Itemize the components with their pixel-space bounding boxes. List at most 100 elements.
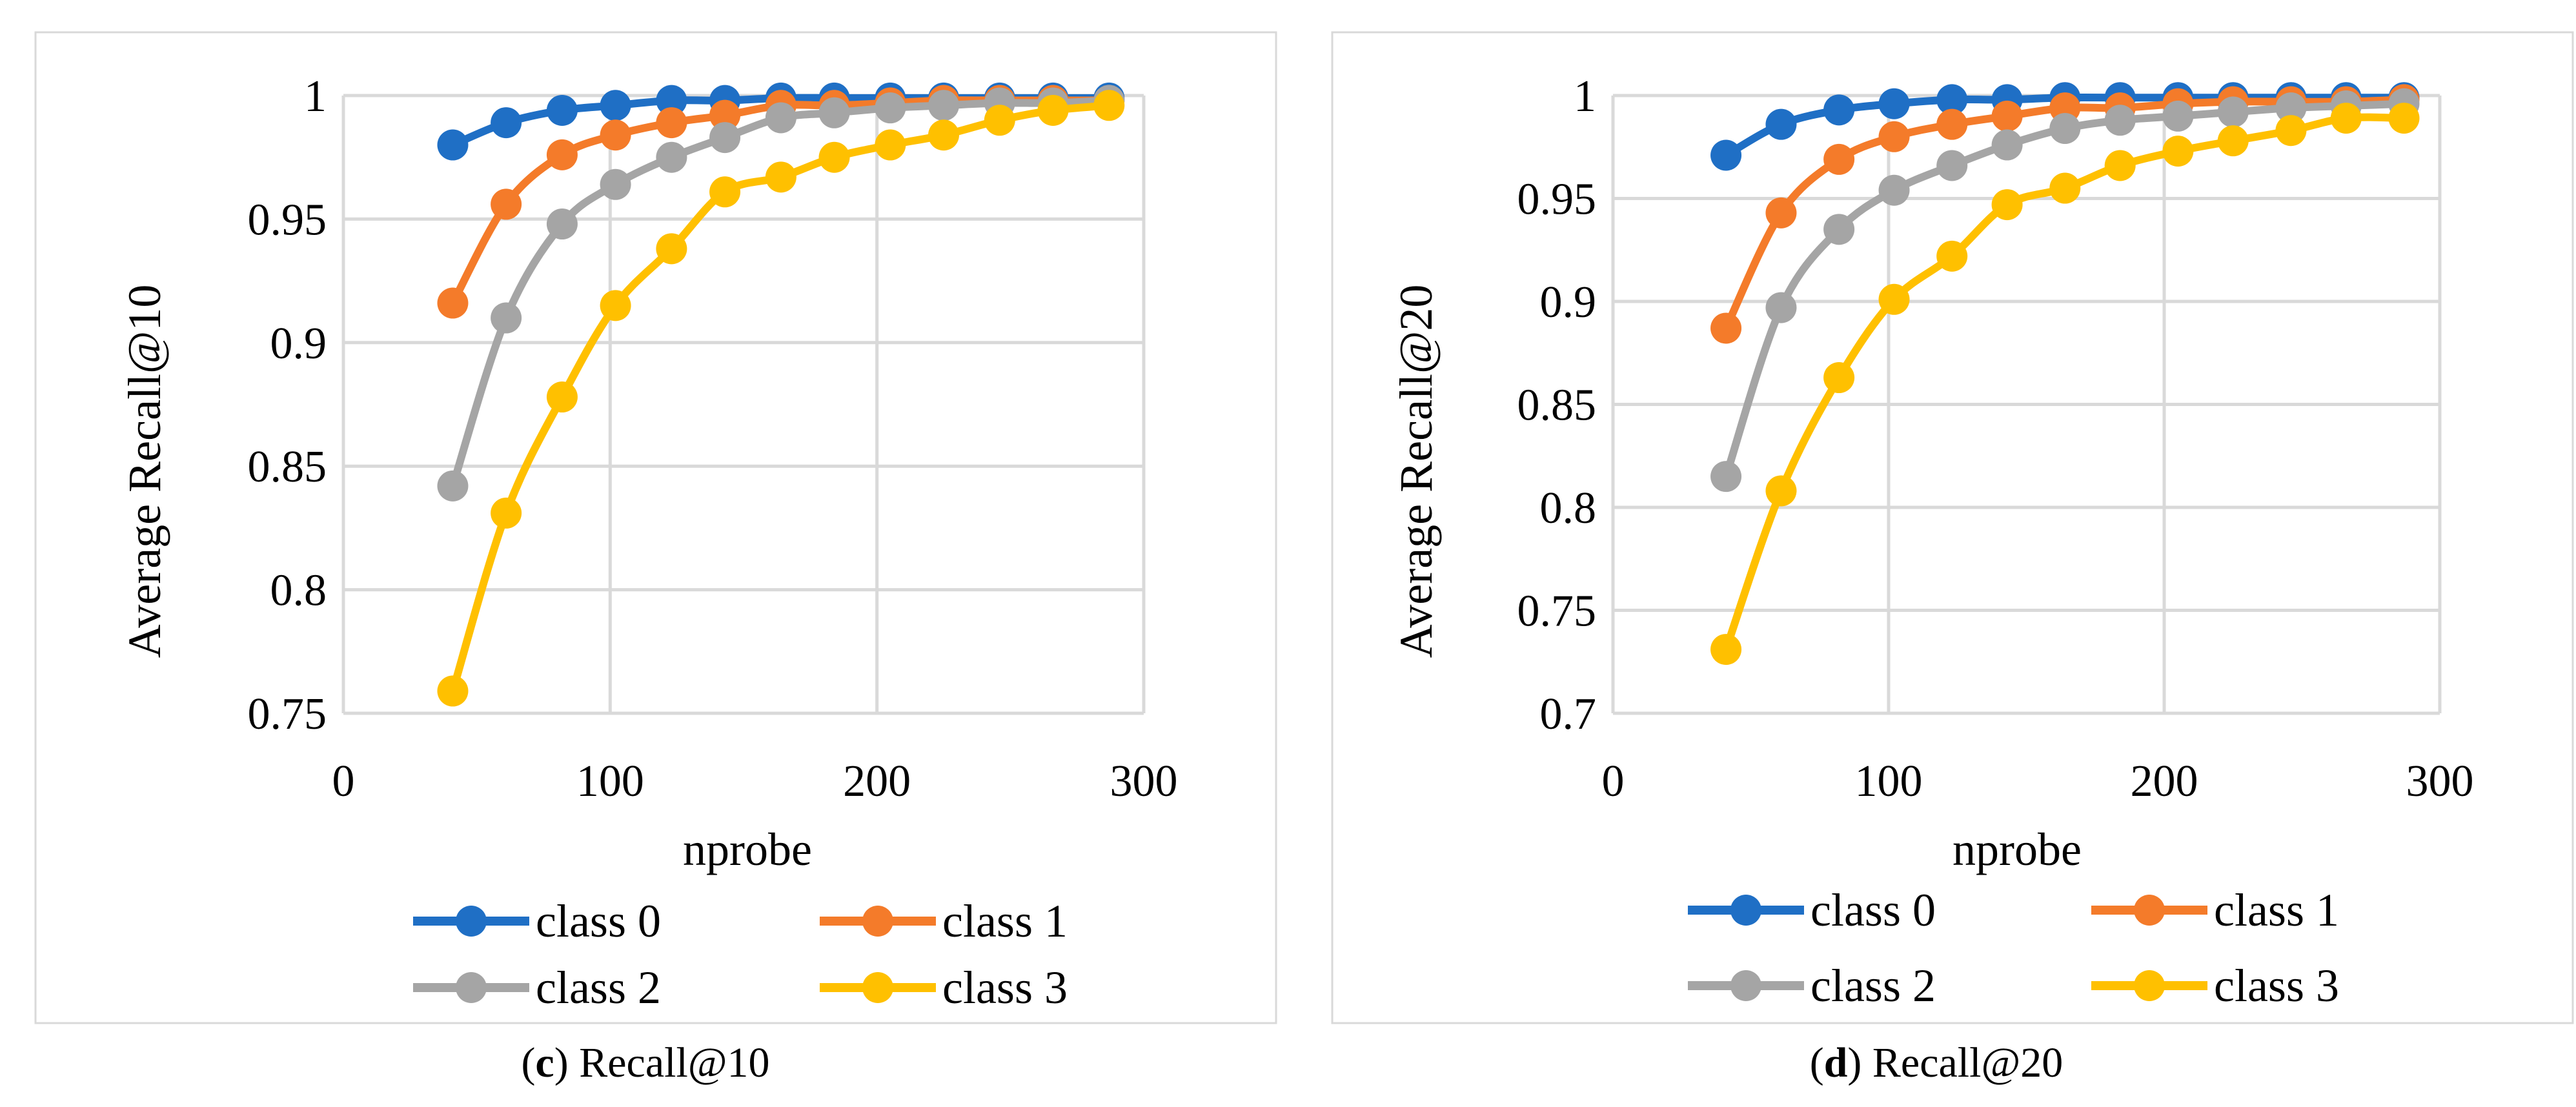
legend-label-d: class 3	[2214, 960, 2339, 1011]
x-axis-title-d: nprobe	[1952, 824, 2082, 875]
data-point-class-2-d	[2275, 92, 2307, 124]
data-point-class-0-d	[1765, 108, 1797, 140]
data-point-class-2-c	[928, 90, 959, 121]
y-tick-label-c: 0.8	[270, 566, 327, 616]
data-point-class-3-d	[2049, 172, 2081, 204]
x-tick-labels-c: 0 100 200 300	[332, 757, 1178, 806]
data-point-class-0-d	[1823, 94, 1855, 126]
legend-marker-c	[862, 972, 893, 1003]
data-point-class-2-c	[875, 92, 906, 124]
series-class-3-d	[1710, 103, 2420, 665]
data-point-class-3-d	[2104, 150, 2136, 181]
data-point-class-1-c	[600, 119, 631, 151]
series-layer-d	[1710, 82, 2420, 665]
y-tick-label-d: 0.95	[1517, 175, 1597, 225]
legend-item-class-2-d: class 2	[1688, 960, 1936, 1011]
data-point-class-1-d	[1991, 100, 2023, 132]
data-point-class-0-c	[600, 90, 631, 121]
y-tick-label-c: 0.95	[248, 195, 327, 245]
data-point-class-2-d	[1878, 174, 1910, 206]
legend-item-class-0-d: class 0	[1688, 884, 1936, 936]
legend-item-class-1-c: class 1	[820, 895, 1068, 947]
caption-text-c: Recall@10	[579, 1039, 769, 1086]
y-tick-label-d: 0.7	[1540, 689, 1597, 739]
y-tick-label-c: 0.9	[270, 319, 327, 369]
x-tick-label-c: 0	[332, 757, 355, 806]
legend-label-c: class 3	[942, 962, 1068, 1013]
x-tick-label-d: 100	[1855, 757, 1923, 806]
legend-item-class-0-c: class 0	[413, 895, 661, 947]
data-point-class-3-d	[1823, 362, 1855, 394]
data-point-class-1-c	[709, 99, 741, 131]
data-point-class-3-d	[1878, 283, 1910, 315]
data-point-class-3-c	[765, 161, 796, 193]
y-tick-label-d: 0.85	[1517, 381, 1597, 431]
y-tick-label-d: 0.8	[1540, 483, 1597, 533]
data-point-class-3-c	[1093, 90, 1125, 121]
data-point-class-0-d	[1710, 139, 1742, 171]
data-point-class-0-c	[656, 85, 687, 116]
data-point-class-0-d	[1936, 84, 1968, 116]
data-point-class-3-d	[1710, 634, 1742, 665]
data-point-class-2-c	[491, 302, 522, 334]
data-point-class-0-c	[546, 94, 578, 126]
series-class-3-c	[437, 90, 1125, 707]
legend-label-d: class 2	[1810, 960, 1936, 1011]
data-point-class-2-d	[1765, 292, 1797, 323]
data-point-class-2-d	[1710, 461, 1742, 493]
caption-d: (d) Recall@20	[1810, 1039, 2064, 1086]
legend-item-class-1-d: class 1	[2091, 884, 2339, 936]
data-point-class-1-d	[1710, 312, 1742, 344]
data-point-class-1-c	[656, 107, 687, 139]
series-class-2-d	[1710, 88, 2420, 493]
y-tick-label-d: 1	[1574, 72, 1596, 121]
data-point-class-3-c	[437, 675, 469, 707]
caption-text-d: Recall@20	[1872, 1039, 2063, 1086]
data-point-class-1-c	[437, 287, 469, 319]
x-tick-labels-d: 0 100 200 300	[1602, 757, 2474, 806]
data-point-class-2-c	[546, 208, 578, 240]
y-axis-title-c: Average Recall@10	[119, 285, 170, 658]
y-tick-label-c: 1	[304, 72, 327, 121]
data-point-class-1-d	[1936, 108, 1968, 140]
data-point-class-3-d	[1991, 189, 2023, 221]
data-point-class-2-c	[656, 141, 687, 173]
data-point-class-3-c	[600, 290, 631, 321]
data-point-class-3-c	[546, 381, 578, 413]
legend-d: class 0 class 1 class 2 class 3	[1688, 884, 2339, 1011]
data-point-class-2-d	[2104, 105, 2136, 136]
data-point-class-2-d	[1936, 150, 1968, 181]
legend-c: class 0 class 1 class 2 class 3	[413, 895, 1068, 1013]
caption-letter-c: c	[535, 1039, 554, 1086]
legend-marker-d	[2134, 895, 2165, 926]
data-point-class-2-d	[2217, 96, 2249, 128]
legend-label-c: class 1	[942, 895, 1068, 947]
y-tick-labels-c: 0.75 0.8 0.85 0.9 0.95 1	[248, 72, 327, 739]
data-point-class-2-c	[437, 470, 469, 502]
data-point-class-3-d	[2162, 136, 2194, 167]
data-point-class-3-c	[491, 497, 522, 529]
legend-item-class-2-c: class 2	[413, 962, 661, 1013]
data-point-class-1-d	[1765, 197, 1797, 229]
legend-label-c: class 0	[536, 895, 661, 947]
data-point-class-3-c	[656, 233, 687, 265]
data-point-class-1-d	[1878, 121, 1910, 152]
data-point-class-3-c	[709, 176, 741, 208]
y-tick-labels-d: 0.7 0.75 0.8 0.85 0.9 0.95 1	[1517, 72, 1597, 739]
data-point-class-3-d	[1936, 240, 1968, 272]
x-axis-title-c: nprobe	[683, 824, 812, 875]
y-tick-label-c: 0.85	[248, 442, 327, 492]
data-point-class-3-d	[2275, 115, 2307, 147]
legend-marker-c	[456, 906, 487, 937]
data-point-class-0-c	[491, 107, 522, 139]
caption-c: (c) Recall@10	[521, 1039, 769, 1086]
data-point-class-1-c	[546, 139, 578, 170]
x-tick-label-c: 100	[576, 757, 644, 806]
legend-marker-d	[2134, 970, 2165, 1001]
data-point-class-1-d	[1823, 143, 1855, 175]
legend-label-d: class 1	[2214, 884, 2339, 936]
caption-letter-d: d	[1824, 1039, 1848, 1086]
legend-label-c: class 2	[536, 962, 661, 1013]
data-point-class-3-d	[2388, 103, 2420, 134]
x-tick-label-c: 300	[1110, 757, 1178, 806]
